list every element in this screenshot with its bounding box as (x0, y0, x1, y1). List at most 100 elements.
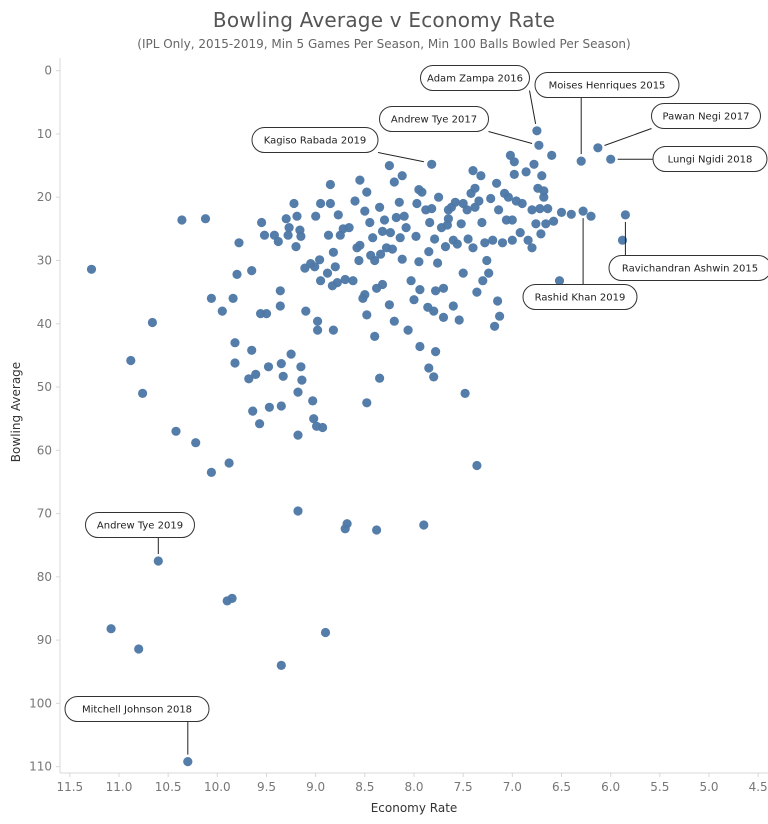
data-point (297, 375, 307, 385)
data-point (362, 310, 372, 320)
annotation-label: Lungi Ngidi 2018 (668, 155, 753, 166)
data-point (507, 215, 517, 225)
data-point (429, 306, 439, 316)
data-point (403, 325, 413, 335)
annotation-box (85, 512, 195, 538)
data-point (429, 372, 439, 382)
data-point (438, 283, 449, 293)
data-point (617, 235, 628, 245)
x-axis-label: Economy Rate (371, 801, 458, 815)
data-point (322, 268, 333, 278)
annotations: Adam Zampa 2016 Moises Henriques 2015 Pawa… (64, 65, 768, 755)
data-point (368, 233, 378, 243)
data-point (308, 396, 318, 406)
data-point (556, 207, 567, 217)
data-point (566, 209, 576, 219)
data-point (313, 325, 323, 335)
data-point (586, 211, 596, 221)
data-point (578, 206, 588, 216)
annotation-box (608, 255, 768, 281)
data-point (477, 217, 487, 228)
data-point (495, 311, 505, 321)
data-point (531, 219, 541, 229)
data-point (450, 197, 460, 207)
data-point (370, 331, 380, 341)
data-point (309, 414, 319, 424)
data-point (134, 644, 144, 654)
chart-subtitle: (IPL Only, 2015-2019, Min 5 Games Per Se… (137, 37, 631, 51)
data-point (539, 186, 549, 196)
y-axis-label: Bowling Average (9, 362, 23, 462)
data-point (248, 406, 258, 416)
data-point (224, 458, 234, 468)
data-point (247, 345, 257, 355)
annotation-leader-line (529, 90, 537, 124)
data-point (355, 175, 365, 185)
data-point (539, 192, 549, 202)
data-point (425, 217, 435, 228)
x-tick-label: 9.5 (257, 780, 276, 794)
annotation-box (522, 284, 638, 310)
data-point (370, 255, 380, 266)
data-point (509, 157, 519, 167)
data-point (183, 757, 193, 767)
data-point (480, 238, 490, 248)
data-point (492, 178, 502, 188)
data-point (576, 156, 586, 166)
y-tick-label: 100 (29, 696, 52, 710)
data-point (313, 316, 323, 326)
data-point (247, 266, 257, 276)
data-point (452, 239, 462, 249)
data-point (415, 285, 425, 295)
annotation-box (651, 103, 761, 129)
data-point (433, 258, 443, 268)
data-point (385, 228, 395, 238)
data-point (315, 255, 325, 265)
data-point (354, 255, 364, 266)
data-point (593, 143, 603, 153)
data-point (401, 223, 411, 233)
data-point (301, 306, 311, 316)
data-point (376, 249, 386, 259)
data-point (276, 660, 286, 671)
data-point (328, 325, 338, 335)
data-point (333, 210, 343, 220)
data-point (523, 235, 533, 245)
x-tick-label: 4.5 (749, 780, 768, 794)
data-point (344, 223, 354, 233)
data-point (275, 286, 285, 296)
data-point (251, 369, 261, 379)
annotation-leader-line (604, 128, 652, 146)
annotation-leader-line (488, 131, 533, 144)
data-point (171, 426, 181, 436)
data-point (389, 316, 399, 326)
annotation-box (534, 72, 680, 98)
data-point (362, 398, 372, 408)
y-tick-label: 20 (37, 190, 52, 204)
data-point (427, 204, 437, 214)
x-tick-label: 11.5 (56, 780, 83, 794)
data-point (263, 362, 274, 372)
data-point (517, 198, 527, 209)
data-point (411, 231, 421, 241)
data-point (228, 293, 238, 303)
data-point (472, 460, 482, 471)
data-point (362, 187, 372, 197)
data-point (323, 230, 334, 240)
data-point (419, 520, 429, 530)
data-point (431, 286, 441, 296)
data-point (259, 230, 270, 240)
data-point (261, 309, 272, 319)
data-point (234, 238, 244, 248)
data-point (257, 217, 267, 228)
y-tick-label: 50 (37, 380, 52, 394)
data-point (409, 295, 419, 305)
data-point (318, 422, 328, 433)
data-point (264, 402, 274, 412)
data-point (348, 276, 358, 286)
data-point (291, 242, 301, 252)
data-point (438, 312, 449, 322)
data-point (284, 223, 294, 233)
data-point (478, 276, 488, 286)
annotation-label: Kagiso Rabada 2019 (264, 136, 367, 147)
